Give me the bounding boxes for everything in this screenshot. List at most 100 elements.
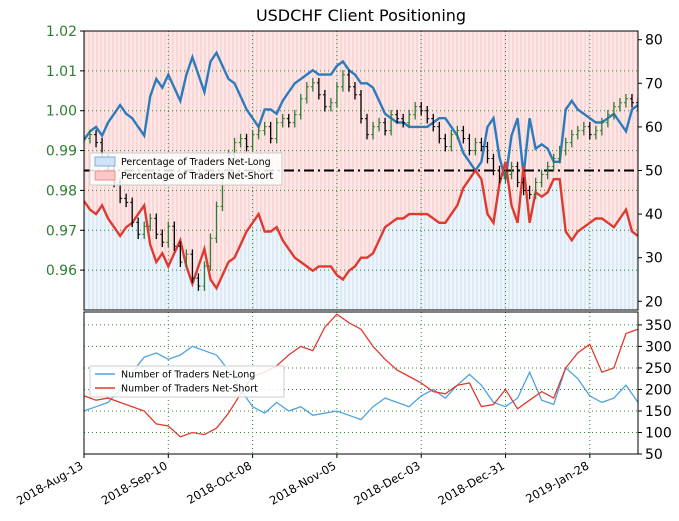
- price-bar: [280, 113, 285, 128]
- price-bar: [286, 113, 291, 128]
- x-axis-ticks: 2018-Aug-13 2018-Sep-10 2018-Oct-08 2018-No…: [14, 454, 591, 508]
- price-bar: [340, 70, 345, 92]
- price-bar: [461, 125, 466, 144]
- price-bar: [365, 113, 370, 140]
- bottom-series-lines: [84, 313, 638, 438]
- price-bar: [274, 117, 279, 144]
- price-bar: [268, 121, 273, 144]
- price-bar: [88, 129, 93, 144]
- price-bar: [359, 89, 363, 124]
- price-bar: [473, 137, 478, 156]
- price-bar: [214, 201, 219, 244]
- price-bar: [443, 133, 448, 152]
- price-bar: [166, 221, 171, 248]
- price-bar: [298, 93, 303, 120]
- net-short-fill-area: [84, 31, 638, 289]
- right-tick-label: 60: [645, 120, 663, 136]
- left-tick-label: 0.98: [46, 183, 77, 199]
- price-bar: [196, 273, 201, 291]
- price-bar: [142, 221, 147, 240]
- price-bar: [160, 229, 165, 248]
- price-bar: [178, 241, 183, 267]
- price-bar: [124, 193, 129, 208]
- top-panel: 1.02 1.01 1.00 0.99 0.98 0.97 0.96 80 70 60 50 40 3…: [46, 24, 663, 311]
- price-bar: [497, 165, 502, 184]
- price-bar: [346, 70, 351, 92]
- price-bar: [130, 197, 135, 228]
- price-bar: [533, 177, 538, 200]
- price-bar: [371, 121, 376, 140]
- price-bar: [479, 137, 484, 152]
- price-bar: [202, 261, 207, 291]
- price-bar: [244, 133, 249, 152]
- x-tick-label: 2018-Dec-31: [436, 458, 507, 507]
- chart-title: USDCHF Client Positioning: [256, 6, 466, 25]
- price-bar: [557, 145, 562, 164]
- right-tick-label: 150: [645, 404, 672, 420]
- right-tick-label: 20: [645, 294, 663, 310]
- price-bar: [491, 153, 496, 176]
- price-bar: [334, 82, 339, 108]
- price-bar: [485, 141, 490, 164]
- top-legend: Percentage of Traders Net-Long Percentag…: [89, 152, 283, 186]
- legend-swatch-net-long: [94, 156, 116, 167]
- price-bar: [509, 161, 514, 180]
- price-bar: [395, 109, 400, 124]
- price-bar: [401, 113, 406, 128]
- price-bar: [431, 113, 436, 132]
- price-bar: [611, 101, 616, 120]
- price-bar: [208, 233, 213, 271]
- left-tick-label: 0.96: [46, 263, 77, 279]
- left-tick-label: 0.97: [46, 223, 77, 239]
- price-bar: [154, 213, 159, 240]
- left-tick-label: 1.02: [46, 24, 77, 40]
- price-bar: [539, 169, 544, 188]
- price-bar: [328, 97, 333, 112]
- right-tick-label: 70: [645, 76, 663, 92]
- price-bar: [515, 161, 520, 188]
- price-bar: [521, 177, 526, 196]
- x-tick-label: 2018-Nov-05: [267, 458, 338, 507]
- price-bar: [563, 137, 568, 156]
- left-axis-ticks: 1.02 1.01 1.00 0.99 0.98 0.97 0.96: [46, 24, 84, 279]
- price-bar: [419, 101, 424, 116]
- top-series-lines: [84, 50, 638, 291]
- price-bar: [322, 89, 327, 112]
- legend-label-net-long-count: Number of Traders Net-Long: [121, 370, 255, 381]
- x-tick-label: 2018-Dec-03: [351, 458, 422, 507]
- price-bar: [623, 93, 628, 108]
- price-bar: [383, 117, 388, 136]
- right-tick-label: 50: [645, 164, 663, 180]
- price-bar: [389, 109, 394, 136]
- legend-label-net-short: Percentage of Traders Net-Short: [121, 171, 273, 182]
- price-bar: [310, 78, 315, 92]
- price-bar: [238, 133, 243, 148]
- price-bar: [136, 217, 141, 240]
- price-bar: [455, 125, 460, 140]
- price-bar: [190, 249, 195, 283]
- right-tick-label: 80: [645, 33, 663, 49]
- price-bar: [407, 109, 412, 128]
- price-bar: [569, 129, 574, 148]
- price-bar: [545, 161, 550, 180]
- price-bar: [449, 129, 454, 152]
- legend-swatch-net-short: [94, 170, 116, 181]
- price-bar: [593, 125, 598, 140]
- price-bar: [551, 153, 556, 172]
- price-bar: [617, 97, 622, 112]
- price-bar: [425, 105, 430, 124]
- right-axis-ticks-bottom: 350 300 250 200 150 100 50: [638, 318, 672, 463]
- legend-label-net-long: Percentage of Traders Net-Long: [121, 157, 271, 168]
- left-tick-label: 0.99: [46, 144, 77, 160]
- price-bar: [250, 129, 255, 152]
- price-bar: [352, 82, 357, 100]
- series-line-net-long-percent: [84, 50, 638, 180]
- right-tick-label: 250: [645, 361, 672, 377]
- right-tick-label: 350: [645, 318, 672, 334]
- right-tick-label: 100: [645, 425, 672, 441]
- bottom-legend: Number of Traders Net-Long Number of Tra…: [89, 365, 285, 398]
- price-bar: [413, 101, 418, 120]
- x-tick-label: 2018-Oct-08: [184, 458, 254, 506]
